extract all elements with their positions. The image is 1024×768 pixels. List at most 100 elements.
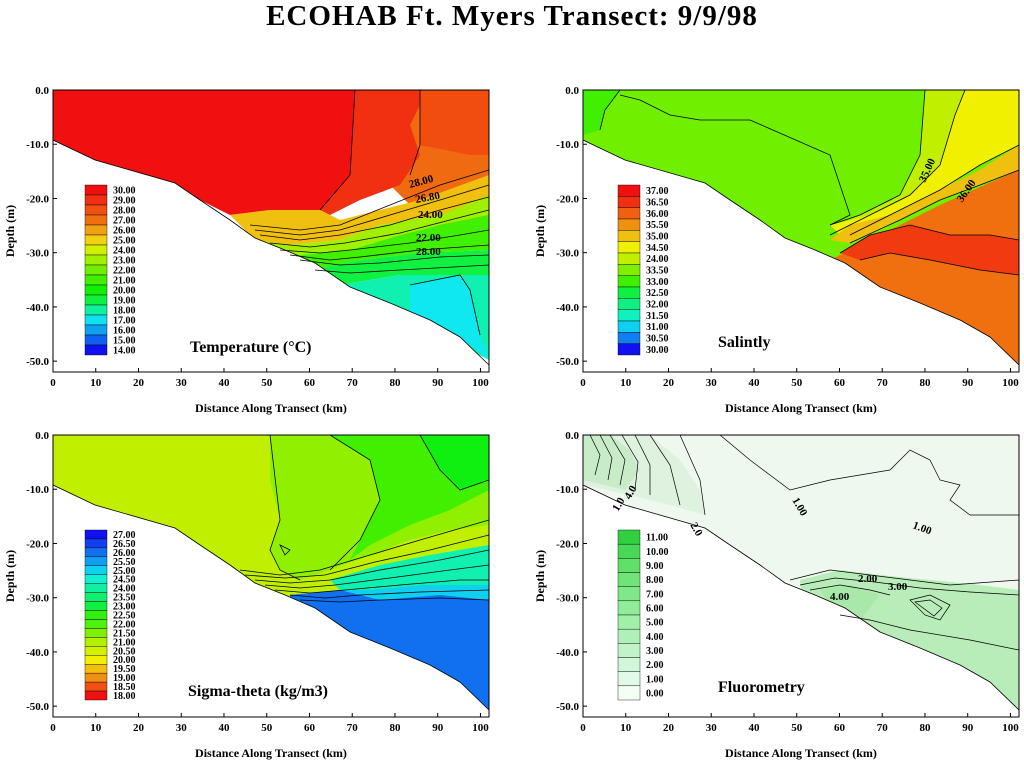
temperature-field-yellow bbox=[230, 175, 489, 245]
temperature-field-red-orange bbox=[320, 90, 420, 215]
y-tick-label: -50.0 bbox=[26, 356, 49, 368]
y-tick-label: 0.0 bbox=[35, 85, 49, 97]
legend-swatch bbox=[84, 184, 108, 196]
x-tick-label: 90 bbox=[432, 377, 444, 389]
x-tick-label: 70 bbox=[347, 377, 359, 389]
contour-label: 22.00 bbox=[416, 232, 441, 244]
legend-label: 24.00 bbox=[113, 246, 136, 257]
legend-label: 31.00 bbox=[646, 322, 669, 333]
legend-label: 20.00 bbox=[113, 286, 136, 297]
legend-swatch bbox=[617, 218, 641, 231]
salinity-panel: 35.00 36.00 0 10 20 30 40 50 60 70 80 90 100 0.0 -10… bbox=[533, 85, 1020, 415]
contour-label: 4.00 bbox=[830, 591, 850, 603]
legend-label: 32.50 bbox=[646, 288, 669, 299]
legend-swatch bbox=[617, 298, 641, 310]
x-axis-title: Distance Along Transect (km) bbox=[725, 746, 877, 760]
legend-label: 26.00 bbox=[113, 226, 136, 237]
sigma-field-bright-green bbox=[420, 435, 489, 490]
legend-swatch bbox=[84, 664, 108, 674]
legend-swatch bbox=[617, 558, 641, 573]
y-tick-label: -10.0 bbox=[556, 484, 579, 496]
x-tick-label: 10 bbox=[90, 722, 102, 734]
legend-label: 33.00 bbox=[646, 277, 669, 288]
legend-label: 1.00 bbox=[646, 674, 664, 685]
legend-swatch bbox=[84, 646, 108, 656]
legend-label: 36.50 bbox=[646, 198, 669, 209]
x-tick-label: 0 bbox=[580, 377, 586, 389]
legend-swatch bbox=[617, 643, 641, 658]
legend-label: 0.00 bbox=[646, 688, 664, 699]
salinity-field-green bbox=[583, 90, 620, 135]
legend-label: 34.50 bbox=[646, 243, 669, 254]
y-tick-label: -50.0 bbox=[556, 701, 579, 713]
legend-label: 35.00 bbox=[646, 232, 669, 243]
legend-label: 21.50 bbox=[113, 628, 136, 639]
x-tick-label: 80 bbox=[919, 722, 931, 734]
legend: 30.0029.0028.0027.0026.0025.0024.0023.00… bbox=[84, 184, 136, 357]
contour-label: 28.00 bbox=[416, 246, 441, 258]
fluorometry-panel: 1.00 1.00 2.00 3.00 4.00 2.0 4.0 1.0 0 10… bbox=[533, 430, 1020, 760]
x-tick-label: 40 bbox=[218, 722, 230, 734]
legend-swatch bbox=[84, 592, 108, 602]
legend-swatch bbox=[84, 610, 108, 620]
salinity-field-yellow bbox=[830, 90, 1019, 235]
axes: 0 10 20 30 40 50 60 70 80 90 100 0.0 -10.0 -20.0 -30.0… bbox=[3, 85, 489, 415]
legend-label: 8.00 bbox=[646, 575, 664, 586]
legend-label: 30.50 bbox=[646, 334, 669, 345]
x-tick-label: 70 bbox=[347, 722, 359, 734]
seafloor-mask bbox=[583, 484, 1019, 717]
legend-label: 18.50 bbox=[113, 682, 136, 693]
panel-label: Salintly bbox=[718, 334, 770, 351]
salinity-contour-lines bbox=[599, 90, 1019, 276]
legend-label: 20.00 bbox=[113, 655, 136, 666]
contour-label: 24.00 bbox=[418, 209, 443, 221]
legend-label: 35.50 bbox=[646, 220, 669, 231]
seafloor-mask bbox=[53, 139, 489, 372]
fluor-contour-lines bbox=[589, 435, 1019, 651]
x-tick-label: 0 bbox=[580, 722, 586, 734]
y-tick-label: -20.0 bbox=[556, 193, 579, 205]
legend-label: 22.50 bbox=[113, 611, 136, 622]
y-axis-title: Depth (m) bbox=[533, 205, 547, 257]
legend-label: 33.50 bbox=[646, 266, 669, 277]
legend-swatch bbox=[84, 619, 108, 629]
legend-swatch bbox=[617, 230, 641, 242]
y-axis-title: Depth (m) bbox=[3, 205, 17, 257]
legend-label: 3.00 bbox=[646, 646, 664, 657]
y-tick-label: -30.0 bbox=[26, 248, 49, 260]
legend-swatch bbox=[617, 207, 641, 220]
salinity-field-orange-yellow bbox=[830, 145, 1019, 243]
legend-label: 22.00 bbox=[113, 266, 136, 277]
legend-swatch bbox=[84, 224, 108, 236]
legend-label: 10.00 bbox=[646, 547, 669, 558]
x-tick-label: 80 bbox=[389, 377, 401, 389]
legend-label: 28.00 bbox=[113, 206, 136, 217]
y-axis-title: Depth (m) bbox=[3, 550, 17, 602]
legend-swatch bbox=[84, 264, 108, 276]
sigma-field-mint bbox=[330, 545, 489, 590]
legend-swatch bbox=[84, 244, 108, 256]
legend-swatch bbox=[84, 655, 108, 665]
legend-label: 30.00 bbox=[113, 186, 136, 197]
legend-swatch bbox=[84, 672, 108, 683]
temperature-field-green bbox=[270, 215, 489, 270]
legend-label: 20.50 bbox=[113, 646, 136, 657]
x-tick-label: 20 bbox=[663, 722, 675, 734]
x-tick-label: 60 bbox=[304, 377, 316, 389]
legend-label: 23.50 bbox=[113, 593, 136, 604]
legend-label: 17.00 bbox=[113, 316, 136, 327]
legend: 27.0026.5026.0025.5025.0024.5024.0023.50… bbox=[84, 529, 136, 702]
legend: 11.00 10.00 9.00 8.00 7.00 6.00 5.00 4.00 3.00 2.… bbox=[617, 529, 669, 701]
legend-swatch bbox=[84, 547, 108, 558]
legend-swatch bbox=[617, 529, 641, 545]
y-tick-label: -40.0 bbox=[26, 647, 49, 659]
x-tick-label: 10 bbox=[90, 377, 102, 389]
legend-label: 30.00 bbox=[646, 345, 669, 356]
x-tick-label: 50 bbox=[791, 377, 803, 389]
x-tick-label: 80 bbox=[389, 722, 401, 734]
legend-swatch bbox=[84, 529, 108, 540]
legend-label: 24.00 bbox=[113, 584, 136, 595]
legend-label: 2.00 bbox=[646, 660, 664, 671]
legend-swatch bbox=[617, 196, 641, 208]
legend-swatch bbox=[84, 556, 108, 566]
